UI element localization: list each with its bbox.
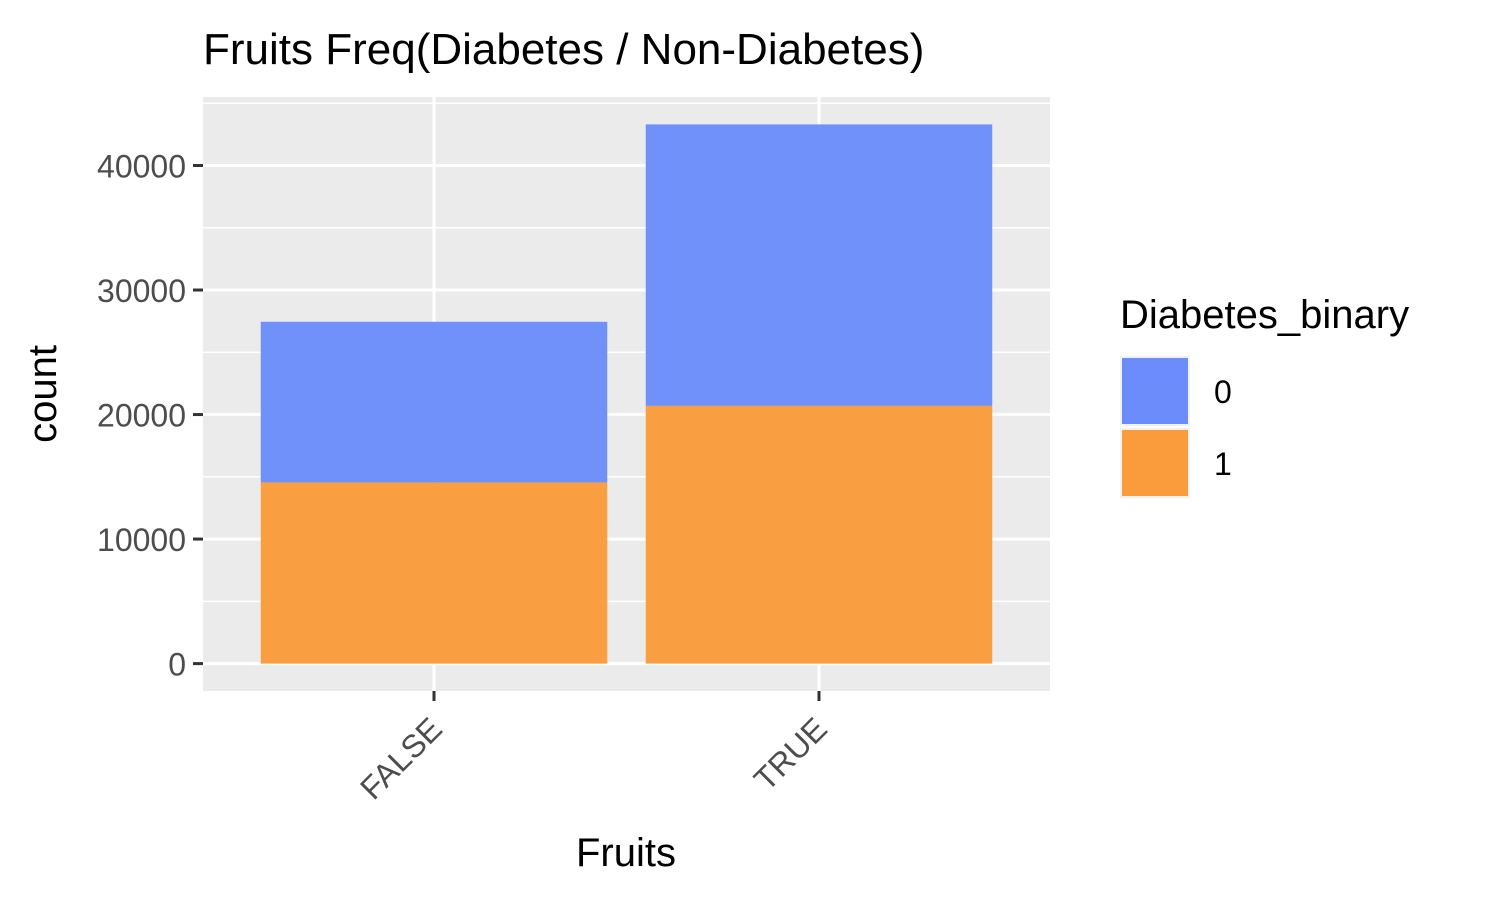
bar-true-series-0 — [645, 124, 993, 406]
y-axis-label: count — [21, 345, 65, 443]
x-axis: FALSE TRUE — [353, 691, 834, 806]
y-tick-label: 10000 — [97, 522, 186, 558]
bar-false-series-1 — [260, 482, 608, 664]
chart-title: Fruits Freq(Diabetes / Non-Diabetes) — [203, 25, 924, 74]
legend-label-0: 0 — [1214, 374, 1232, 410]
x-axis-label: Fruits — [576, 831, 676, 875]
legend: Diabetes_binary 0 1 — [1120, 293, 1409, 498]
bars — [260, 124, 993, 664]
legend-swatch-1 — [1122, 430, 1188, 496]
y-tick-label: 40000 — [97, 148, 186, 184]
y-tick-label: 30000 — [97, 273, 186, 309]
x-tick-label: FALSE — [353, 710, 449, 806]
x-tick-label: TRUE — [747, 710, 834, 797]
bar-false-series-0 — [260, 321, 608, 483]
y-axis: 0 10000 20000 30000 40000 — [97, 148, 203, 683]
bar-true-series-1 — [645, 405, 993, 664]
y-tick-label: 20000 — [97, 398, 186, 434]
legend-label-1: 1 — [1214, 446, 1232, 482]
legend-title: Diabetes_binary — [1120, 293, 1409, 337]
legend-swatch-0 — [1122, 358, 1188, 424]
y-tick-label: 0 — [168, 647, 186, 683]
